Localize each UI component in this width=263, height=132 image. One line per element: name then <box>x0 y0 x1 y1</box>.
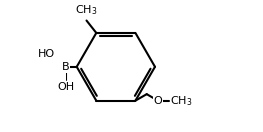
Text: O: O <box>154 96 162 106</box>
Text: CH$_3$: CH$_3$ <box>170 94 192 108</box>
Text: OH: OH <box>57 82 74 92</box>
Text: B: B <box>62 62 69 72</box>
Text: HO: HO <box>38 49 55 59</box>
Text: CH$_3$: CH$_3$ <box>75 3 97 17</box>
